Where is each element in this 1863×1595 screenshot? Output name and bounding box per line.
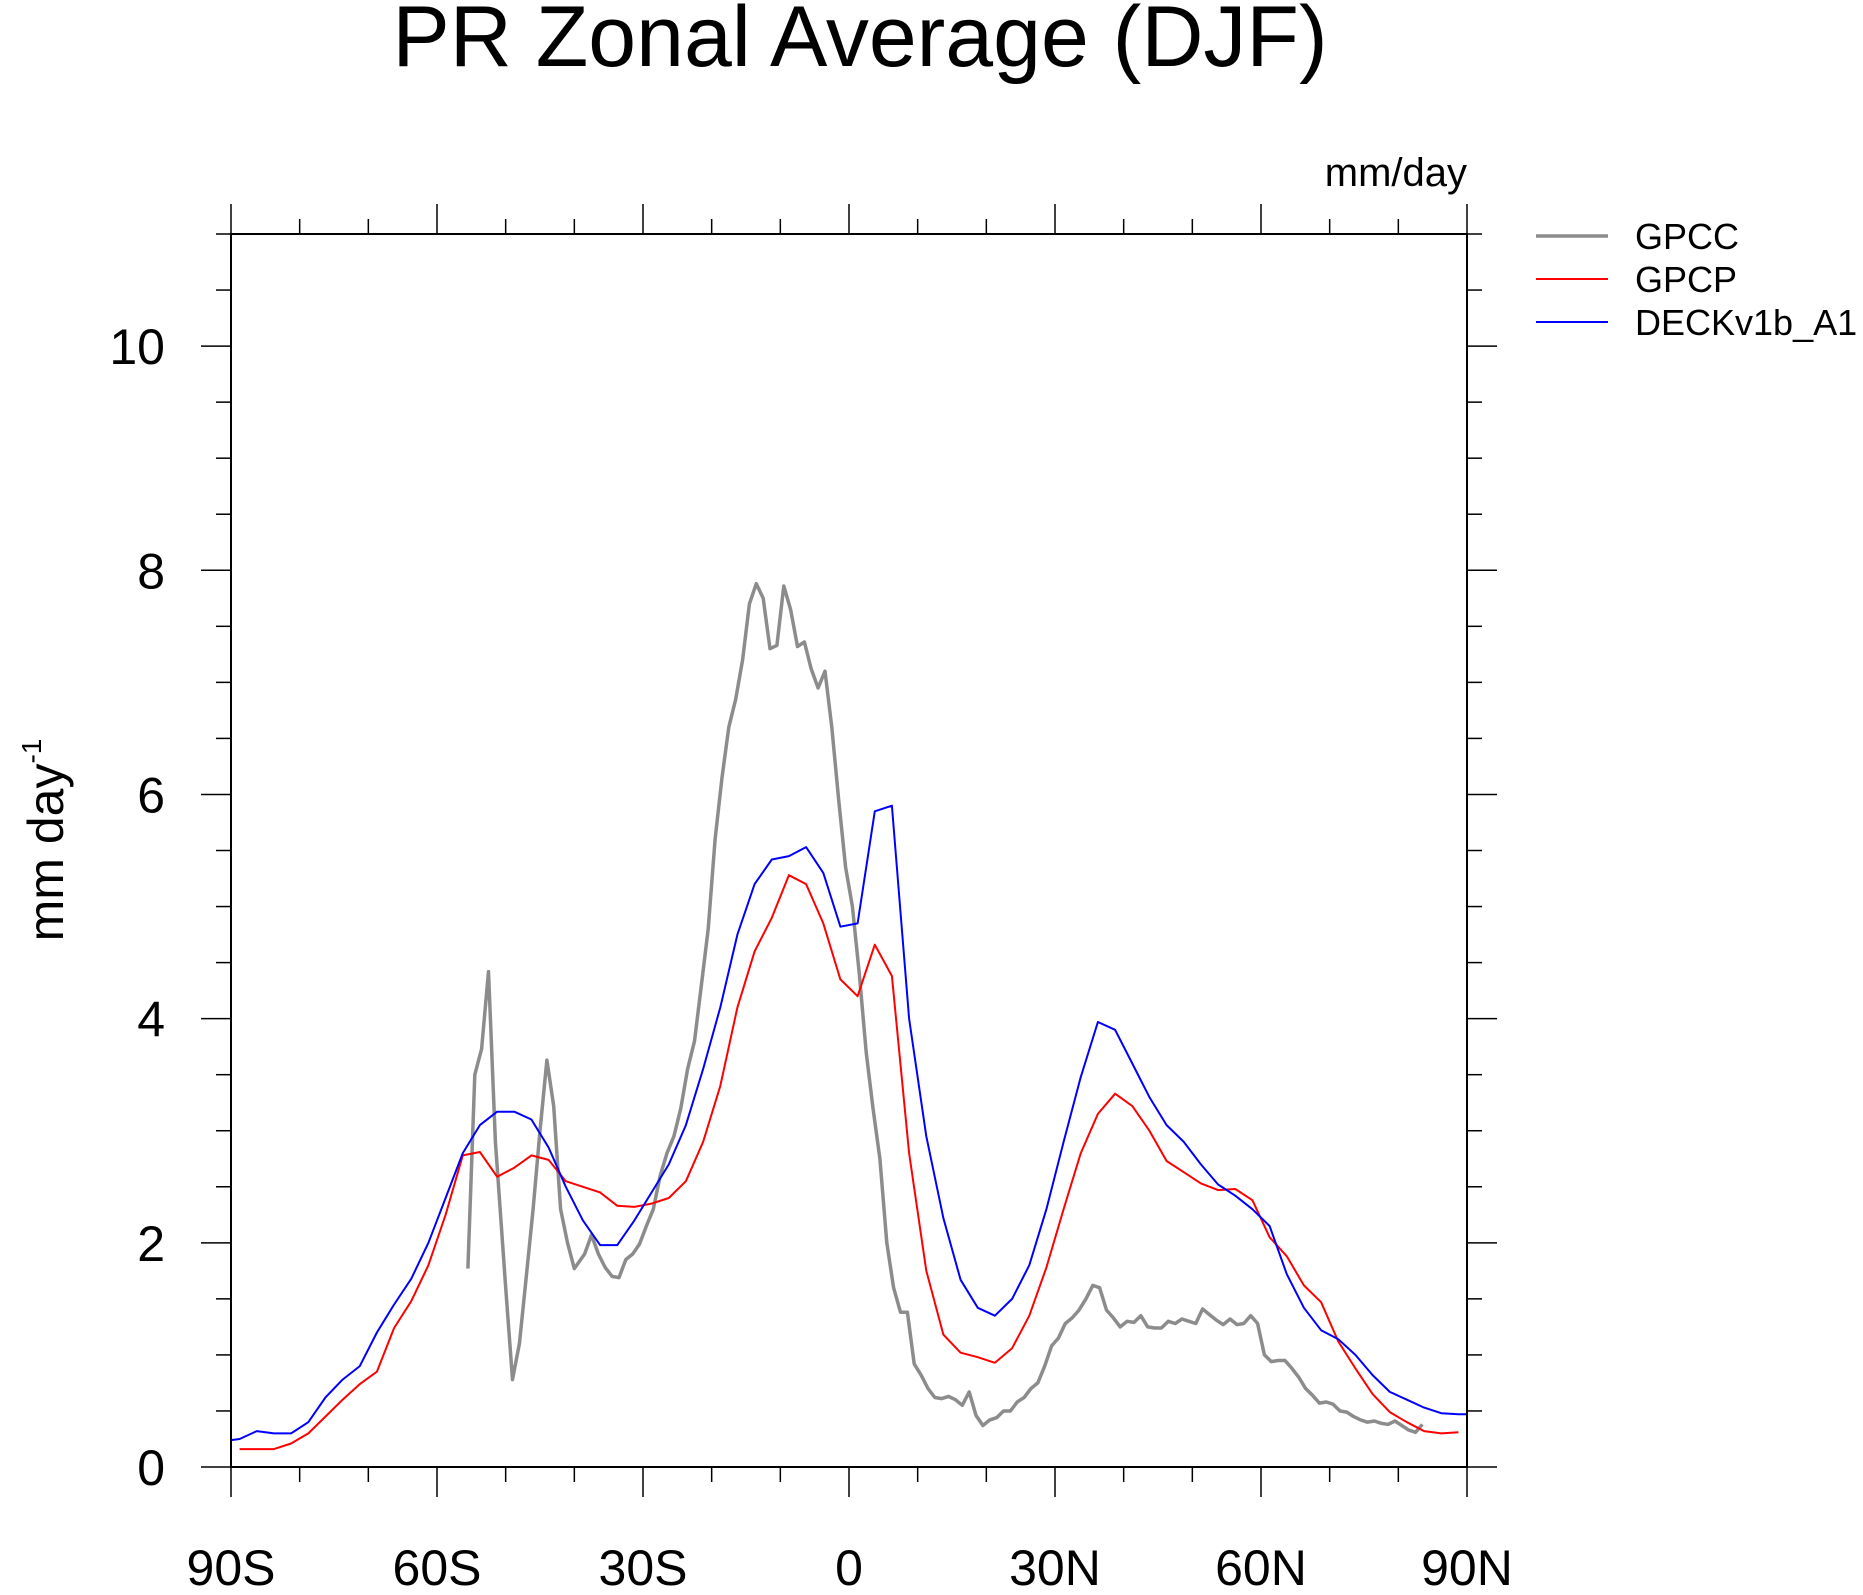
x-tick-label: 30N bbox=[1009, 1540, 1101, 1595]
series-line-gpcc bbox=[466, 581, 1424, 1435]
plot-frame bbox=[230, 233, 1468, 1468]
tick-labels-layer: 90S 60S 30S 0 30N 60N 90N 0 2 4 6 8 10 bbox=[109, 319, 1512, 1595]
units-label: mm/day bbox=[1325, 151, 1467, 195]
series-line-gpcp bbox=[239, 874, 1459, 1451]
x-tick-label: 30S bbox=[599, 1540, 688, 1595]
y-axis-label: mm day-1 bbox=[16, 739, 74, 942]
y-axis-label-superscript: -1 bbox=[16, 739, 47, 764]
legend-label-gpcc: GPCC bbox=[1635, 216, 1739, 257]
y-tick-label: 6 bbox=[137, 767, 165, 823]
x-tick-label: 60S bbox=[393, 1540, 482, 1595]
legend-label-gpcp: GPCP bbox=[1635, 259, 1737, 300]
series-layer bbox=[230, 581, 1467, 1451]
y-axis-label-text: mm day bbox=[18, 764, 74, 942]
y-tick-label: 2 bbox=[137, 1216, 165, 1272]
legend-label-deckv1b-a1: DECKv1b_A1 bbox=[1635, 302, 1857, 343]
chart-title: PR Zonal Average (DJF) bbox=[392, 0, 1327, 85]
y-tick-label: 0 bbox=[137, 1440, 165, 1496]
x-tick-label: 90S bbox=[187, 1540, 276, 1595]
x-tick-label: 90N bbox=[1421, 1540, 1513, 1595]
y-tick-label: 10 bbox=[109, 319, 165, 375]
series-line-deckv1b-a1 bbox=[230, 804, 1467, 1442]
y-tick-label: 4 bbox=[137, 992, 165, 1048]
ticks-layer bbox=[201, 204, 1497, 1497]
x-tick-label: 0 bbox=[835, 1540, 863, 1595]
x-tick-label: 60N bbox=[1215, 1540, 1307, 1595]
y-tick-label: 8 bbox=[137, 543, 165, 599]
